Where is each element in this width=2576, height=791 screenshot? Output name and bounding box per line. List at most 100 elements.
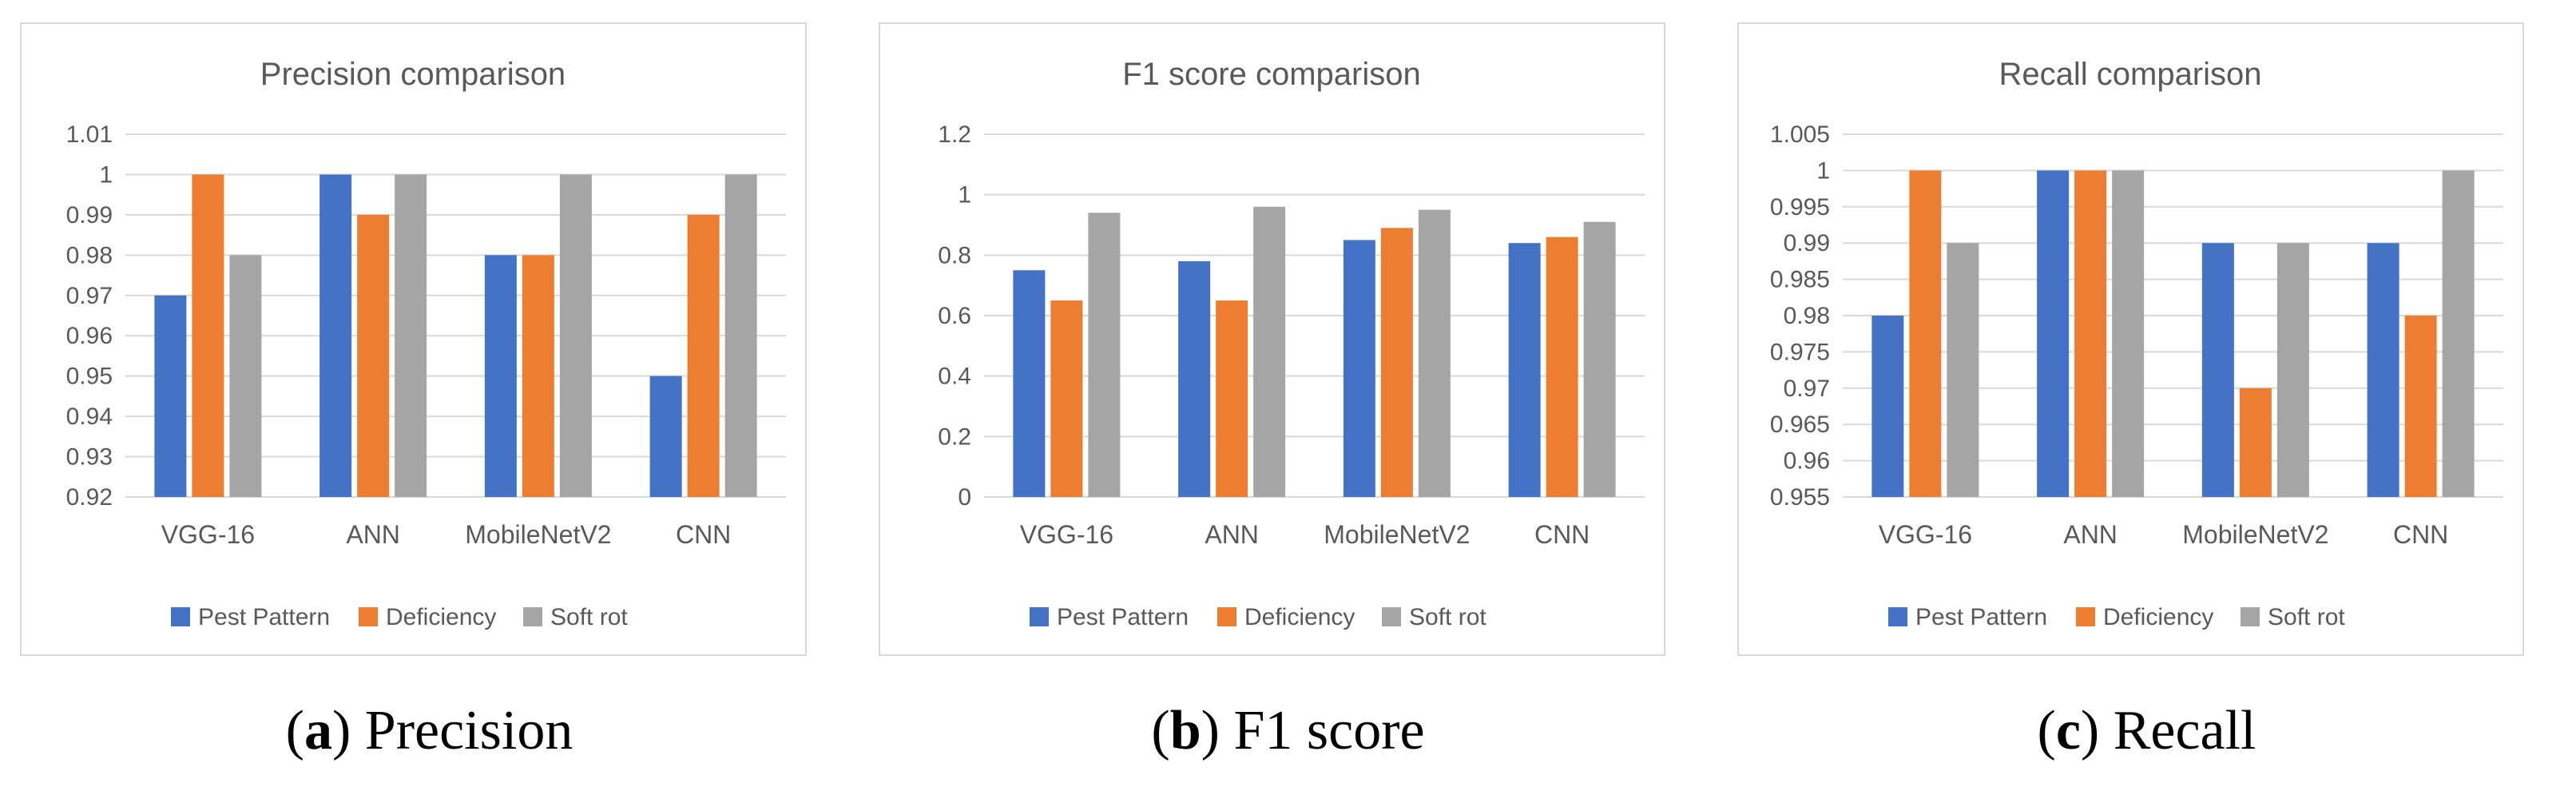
legend-label-deficiency: Deficiency xyxy=(1244,604,1355,630)
caption-text: Precision xyxy=(351,700,574,761)
y-tick-label: 0.965 xyxy=(1770,411,1830,438)
bar-pest-pattern xyxy=(2201,243,2234,497)
y-tick-label: 0.94 xyxy=(66,403,113,430)
bar-pest-pattern xyxy=(1013,270,1046,497)
y-tick-label: 0.985 xyxy=(1770,267,1830,293)
y-tick-label: 1 xyxy=(1816,157,1830,184)
x-tick-label: MobileNetV2 xyxy=(465,520,611,549)
legend-swatch-soft-rot xyxy=(1382,607,1401,626)
legend-label-pest-pattern: Pest Pattern xyxy=(1915,604,2047,630)
bar-soft-rot xyxy=(1418,209,1451,497)
caption-letter: a xyxy=(304,700,332,761)
y-tick-label: 0.8 xyxy=(938,242,971,268)
legend-swatch-deficiency xyxy=(359,607,378,626)
y-tick-label: 0.995 xyxy=(1770,194,1830,221)
y-tick-label: 0.98 xyxy=(1784,303,1830,329)
legend-label-soft-rot: Soft rot xyxy=(550,604,628,630)
legend-swatch-deficiency xyxy=(1217,607,1236,626)
bar-pest-pattern xyxy=(154,295,187,497)
bar-soft-rot xyxy=(1583,221,1616,497)
chart-title: F1 score comparison xyxy=(1122,57,1420,92)
bar-pest-pattern xyxy=(320,174,352,497)
y-tick-label: 0.96 xyxy=(1784,448,1830,475)
y-tick-label: 0.93 xyxy=(66,444,113,471)
bar-deficiency xyxy=(1216,300,1248,497)
f1-chart: F1 score comparison 0 0.2 0.4 0.6 0.8 1 1.2 VGG-… xyxy=(938,57,1645,630)
chart-panel-f1: F1 score comparison 0 0.2 0.4 0.6 0.8 1 1.2 VGG-… xyxy=(859,0,1717,791)
bar-deficiency xyxy=(1909,170,1942,497)
y-tick-label: 1 xyxy=(99,161,113,188)
legend-label-pest-pattern: Pest Pattern xyxy=(1057,604,1189,630)
x-tick-label: VGG-16 xyxy=(161,520,255,549)
bar-pest-pattern xyxy=(1178,260,1211,497)
bar-soft-rot xyxy=(2442,170,2475,497)
legend-swatch-pest-pattern xyxy=(1030,607,1049,626)
bar-soft-rot xyxy=(559,174,592,497)
bar-soft-rot xyxy=(1947,243,1979,497)
caption-letter: b xyxy=(1169,700,1201,761)
x-tick-label: ANN xyxy=(1205,520,1259,549)
y-tick-label: 0.99 xyxy=(66,202,113,229)
y-tick-label: 1.01 xyxy=(66,121,113,148)
y-tick-label: 0.97 xyxy=(66,283,113,309)
bar-pest-pattern xyxy=(484,255,517,497)
legend-swatch-pest-pattern xyxy=(171,607,190,626)
bar-deficiency xyxy=(1546,237,1578,497)
precision-chart: Precision comparison 0.92 0.93 0.94 0.95 0.96… xyxy=(66,57,786,630)
bar-deficiency xyxy=(192,174,224,497)
caption-recall: (c) Recall xyxy=(2037,700,2256,761)
legend-label-pest-pattern: Pest Pattern xyxy=(198,604,330,630)
y-tick-label: 0.98 xyxy=(66,242,113,268)
bar-deficiency xyxy=(687,214,720,497)
x-tick-label: ANN xyxy=(346,520,400,549)
recall-chart: Recall comparison 0.955 0.96 0.965 0.97 0.975… xyxy=(1770,57,2503,630)
chart-title: Recall comparison xyxy=(1998,57,2261,92)
bar-deficiency xyxy=(2074,170,2107,497)
y-tick-label: 0.975 xyxy=(1770,339,1830,365)
legend-swatch-deficiency xyxy=(2076,607,2095,626)
bar-pest-pattern xyxy=(649,376,682,497)
bar-soft-rot xyxy=(395,174,427,497)
chart-frame: Recall comparison 0.955 0.96 0.965 0.97 0.975… xyxy=(1737,22,2524,656)
legend-swatch-soft-rot xyxy=(2241,607,2260,626)
chart-frame: Precision comparison 0.92 0.93 0.94 0.95 0.96… xyxy=(20,22,807,656)
caption-precision: (a) Precision xyxy=(285,700,574,761)
bar-deficiency xyxy=(1380,228,1413,497)
y-tick-label: 0.99 xyxy=(1784,230,1830,256)
caption-text: Recall xyxy=(2099,700,2256,761)
bar-deficiency xyxy=(2404,316,2437,497)
y-tick-label: 0.97 xyxy=(1784,376,1830,402)
y-tick-label: 0 xyxy=(958,484,971,511)
caption-text: F1 score xyxy=(1219,700,1425,761)
bar-pest-pattern xyxy=(2037,170,2070,497)
legend-label-soft-rot: Soft rot xyxy=(1409,604,1486,630)
y-tick-label: 0.96 xyxy=(66,323,113,349)
bar-soft-rot xyxy=(2112,170,2145,497)
x-tick-label: ANN xyxy=(2063,520,2118,549)
bar-deficiency xyxy=(522,255,554,497)
legend-label-soft-rot: Soft rot xyxy=(2268,604,2345,630)
bar-pest-pattern xyxy=(1871,316,1904,497)
chart-frame: F1 score comparison 0 0.2 0.4 0.6 0.8 1 1.2 VGG-… xyxy=(879,22,1665,656)
chart-title: Precision comparison xyxy=(260,57,566,92)
bar-soft-rot xyxy=(229,255,262,497)
chart-panel-recall: Recall comparison 0.955 0.96 0.965 0.97 0.975… xyxy=(1717,0,2576,791)
bar-soft-rot xyxy=(1253,206,1286,497)
bar-pest-pattern xyxy=(1508,243,1541,497)
legend-label-deficiency: Deficiency xyxy=(2103,604,2213,630)
bar-pest-pattern xyxy=(1343,240,1375,497)
y-tick-label: 1 xyxy=(958,182,971,209)
legend-swatch-soft-rot xyxy=(523,607,542,626)
x-tick-label: MobileNetV2 xyxy=(2182,520,2328,549)
bar-soft-rot xyxy=(724,174,757,497)
x-tick-label: VGG-16 xyxy=(1020,520,1113,549)
x-tick-label: MobileNetV2 xyxy=(1324,520,1470,549)
legend-label-deficiency: Deficiency xyxy=(386,604,496,630)
legend-swatch-pest-pattern xyxy=(1888,607,1907,626)
y-tick-label: 0.6 xyxy=(938,303,971,329)
caption-letter: c xyxy=(2055,700,2081,761)
bar-deficiency xyxy=(2239,388,2272,497)
y-tick-label: 0.92 xyxy=(66,484,113,511)
x-tick-label: CNN xyxy=(1534,520,1590,549)
y-tick-label: 0.4 xyxy=(938,364,971,390)
